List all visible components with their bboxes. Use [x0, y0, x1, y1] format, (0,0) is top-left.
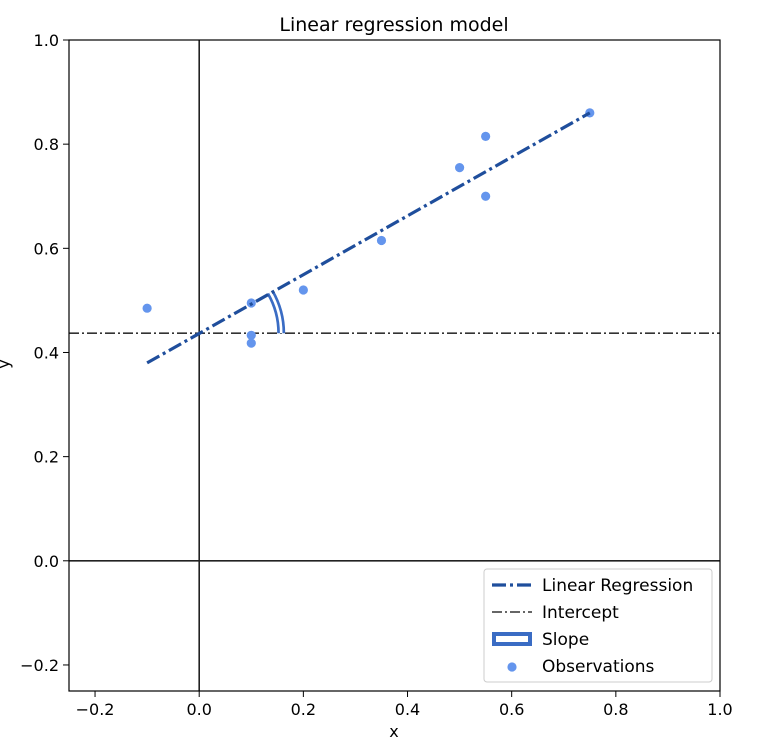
- x-tick-label: 0.0: [186, 700, 211, 719]
- x-tick-label: 0.2: [291, 700, 316, 719]
- plot-frame: [68, 39, 721, 692]
- plot-area: −0.2 0.0 0.2 0.4 0.6 0.8 1.0 −0.2 0.0 0.2 0.4 0.6 0.…: [20, 31, 733, 719]
- y-tick-label: 0.0: [34, 552, 59, 571]
- regression-line: [146, 111, 591, 365]
- y-tick-label: 0.4: [34, 343, 59, 362]
- y-tick-label: 0.8: [34, 135, 59, 154]
- legend-label: Linear Regression: [542, 576, 693, 596]
- observation-point: [455, 162, 465, 173]
- y-tick-label: 1.0: [34, 31, 59, 50]
- legend-observations-handle: [507, 662, 517, 672]
- legend: Linear Regression Intercept Slope Observati…: [483, 568, 713, 683]
- x-tick-label: 0.6: [499, 700, 524, 719]
- y-tick-label: 0.6: [34, 239, 59, 258]
- y-tick-label: 0.2: [34, 448, 59, 467]
- slope-arc-inner: [269, 291, 283, 334]
- observation-point: [246, 330, 256, 340]
- observation-point: [142, 303, 152, 313]
- observation-point: [481, 131, 491, 141]
- legend-slope-handle: [492, 632, 532, 646]
- x-tick-label: 1.0: [707, 700, 732, 719]
- legend-label: Intercept: [542, 603, 619, 623]
- observation-point: [298, 285, 308, 295]
- observation-point: [246, 338, 256, 348]
- y-tick-label: −0.2: [20, 656, 59, 675]
- x-tick-label: 0.4: [395, 700, 420, 719]
- x-tick-label: 0.8: [603, 700, 628, 719]
- observation-point: [481, 191, 491, 201]
- x-tick-label: −0.2: [76, 700, 115, 719]
- x-axis-label: x: [389, 722, 398, 741]
- legend-label: Observations: [542, 657, 655, 677]
- chart-title: Linear regression model: [279, 14, 508, 36]
- legend-label: Slope: [542, 630, 589, 650]
- plot-contents: [69, 40, 720, 691]
- legend-box: [483, 568, 713, 683]
- y-axis-label: y: [0, 359, 13, 368]
- observation-point: [376, 235, 387, 246]
